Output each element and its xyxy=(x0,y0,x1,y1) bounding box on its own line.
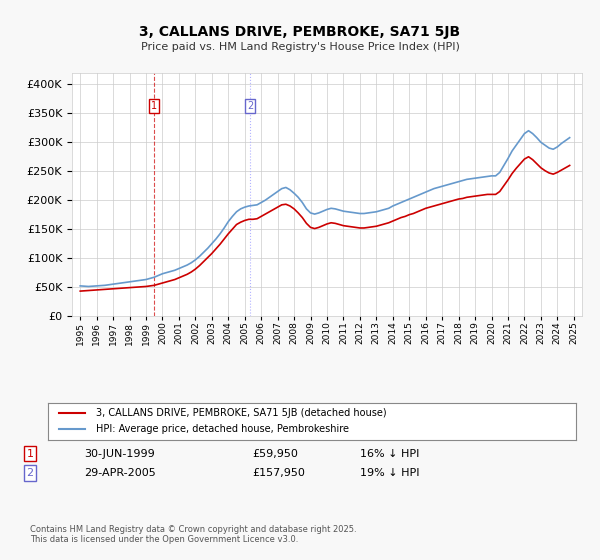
Text: 19% ↓ HPI: 19% ↓ HPI xyxy=(360,468,419,478)
Text: 16% ↓ HPI: 16% ↓ HPI xyxy=(360,449,419,459)
Text: 1: 1 xyxy=(26,449,34,459)
Text: 3, CALLANS DRIVE, PEMBROKE, SA71 5JB: 3, CALLANS DRIVE, PEMBROKE, SA71 5JB xyxy=(139,25,461,39)
Text: 3, CALLANS DRIVE, PEMBROKE, SA71 5JB (detached house): 3, CALLANS DRIVE, PEMBROKE, SA71 5JB (de… xyxy=(95,408,386,418)
Text: 2: 2 xyxy=(247,101,253,111)
Text: £157,950: £157,950 xyxy=(252,468,305,478)
Text: 30-JUN-1999: 30-JUN-1999 xyxy=(84,449,155,459)
Text: 29-APR-2005: 29-APR-2005 xyxy=(84,468,156,478)
Text: 2: 2 xyxy=(26,468,34,478)
Text: 1: 1 xyxy=(151,101,157,111)
Text: £59,950: £59,950 xyxy=(252,449,298,459)
Text: HPI: Average price, detached house, Pembrokeshire: HPI: Average price, detached house, Pemb… xyxy=(95,424,349,435)
Text: Contains HM Land Registry data © Crown copyright and database right 2025.
This d: Contains HM Land Registry data © Crown c… xyxy=(30,525,356,544)
Text: Price paid vs. HM Land Registry's House Price Index (HPI): Price paid vs. HM Land Registry's House … xyxy=(140,42,460,52)
